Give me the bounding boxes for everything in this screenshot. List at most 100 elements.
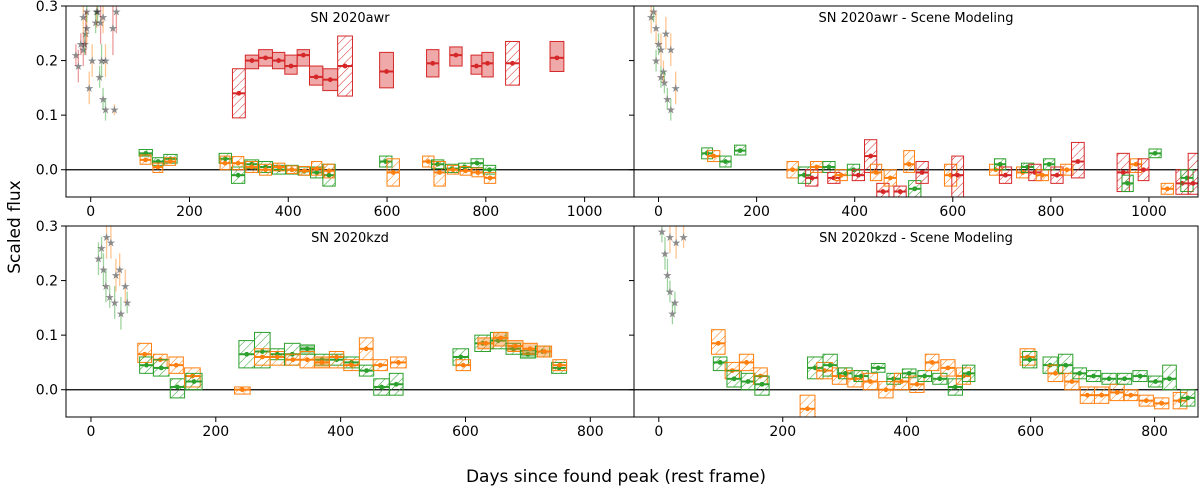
data-point: ★ <box>111 5 121 34</box>
x-tick-label: 0 <box>654 424 663 440</box>
data-bin <box>917 370 932 383</box>
data-bin <box>493 331 509 347</box>
svg-text:★: ★ <box>671 236 681 249</box>
x-tick-label: 0 <box>86 204 95 220</box>
data-bin <box>373 378 390 396</box>
data-bin <box>810 161 824 173</box>
data-bin <box>299 351 315 369</box>
data-bin <box>446 164 460 175</box>
data-bin <box>1123 389 1139 402</box>
data-bin <box>343 359 360 372</box>
data-bin <box>961 364 976 383</box>
svg-text:★: ★ <box>665 285 675 298</box>
data-point: ★ <box>84 71 94 105</box>
data-bin <box>1085 370 1102 383</box>
x-tick-label: 200 <box>202 424 229 440</box>
data-point: ★ <box>109 104 119 117</box>
data-bin <box>244 54 260 70</box>
svg-text:★: ★ <box>111 269 121 282</box>
svg-text:★: ★ <box>82 22 92 35</box>
data-point: ★ <box>98 87 108 110</box>
x-axis-label: Days since found peak (rest frame) <box>466 467 766 487</box>
data-bin <box>505 40 520 86</box>
data-bin <box>1137 158 1150 182</box>
data-bin <box>337 35 353 97</box>
svg-text:★: ★ <box>73 60 83 73</box>
data-bin <box>328 351 345 369</box>
data-bin <box>507 340 524 353</box>
data-bin <box>1180 389 1196 407</box>
x-tick-label: 600 <box>374 204 401 220</box>
panel-title: SN 2020kzd - Scene Modeling <box>819 231 1013 246</box>
data-bin <box>308 65 324 86</box>
data-bin <box>426 49 440 78</box>
y-tick-label: 0.0 <box>36 383 58 399</box>
data-bin <box>549 40 565 72</box>
svg-text:★: ★ <box>116 307 126 320</box>
data-bin <box>139 154 152 165</box>
data-point: ★ <box>106 226 116 259</box>
data-bin <box>915 161 929 184</box>
data-point: ★ <box>122 291 132 314</box>
svg-text:★: ★ <box>657 225 667 238</box>
data-bin <box>1162 364 1177 391</box>
data-bin <box>358 364 375 377</box>
svg-text:★: ★ <box>111 5 121 18</box>
data-bin <box>372 359 388 372</box>
y-tick-label: 0.1 <box>36 328 58 344</box>
data-point: ★ <box>654 33 664 56</box>
data-point: ★ <box>659 71 669 94</box>
data-point: ★ <box>658 60 668 83</box>
svg-text:★: ★ <box>101 104 111 117</box>
data-point: ★ <box>101 44 111 77</box>
data-bin <box>1154 397 1170 410</box>
data-bin <box>1187 152 1198 195</box>
data-bin <box>313 356 330 369</box>
svg-text:★: ★ <box>110 296 120 309</box>
data-bin <box>870 363 886 373</box>
data-point: ★ <box>82 11 92 45</box>
data-point: ★ <box>671 71 681 105</box>
data-bin <box>1132 370 1148 383</box>
data-bin <box>379 51 394 89</box>
data-bin <box>738 353 755 372</box>
data-point: ★ <box>651 11 661 45</box>
x-tick-label: 400 <box>327 424 354 440</box>
data-point: ★ <box>657 225 667 243</box>
data-bin <box>358 337 374 361</box>
x-tick-label: 0 <box>87 424 96 440</box>
data-bin <box>152 162 164 173</box>
svg-text:★: ★ <box>71 49 81 62</box>
data-bin <box>296 49 310 67</box>
svg-text:★: ★ <box>656 71 666 84</box>
data-bin <box>449 46 463 67</box>
data-bin <box>786 161 799 179</box>
data-point: ★ <box>666 33 676 67</box>
data-bin <box>169 378 186 399</box>
svg-text:★: ★ <box>115 264 125 277</box>
x-tick-label: 800 <box>1038 204 1065 220</box>
data-bin <box>323 163 335 179</box>
data-bin <box>388 372 404 396</box>
data-bin <box>286 165 298 175</box>
data-bin <box>254 348 271 366</box>
axes-frame <box>65 225 635 418</box>
y-tick-label: 0.0 <box>36 163 58 179</box>
data-bin <box>245 161 259 173</box>
data-point: ★ <box>87 44 97 77</box>
data-bin <box>1116 372 1133 385</box>
y-tick-label: 0.2 <box>36 54 58 70</box>
svg-text:★: ★ <box>660 247 670 260</box>
data-bin <box>259 163 272 176</box>
data-bin <box>822 161 836 173</box>
data-bin <box>1058 353 1074 374</box>
svg-text:★: ★ <box>101 55 111 68</box>
data-bin <box>1160 182 1174 195</box>
data-point: ★ <box>646 6 656 34</box>
data-bin <box>322 68 339 92</box>
data-point: ★ <box>115 253 125 287</box>
data-point: ★ <box>679 226 689 248</box>
y-tick-label: 0.2 <box>36 274 58 290</box>
